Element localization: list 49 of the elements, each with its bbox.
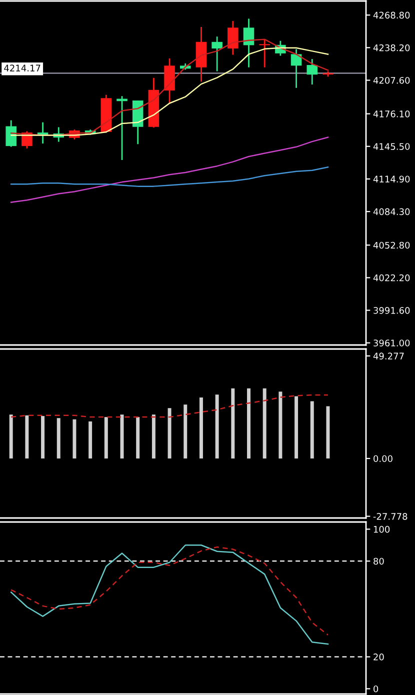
bar xyxy=(247,388,250,458)
bar xyxy=(262,388,266,458)
candlestick xyxy=(212,36,222,72)
candlestick xyxy=(290,48,302,89)
bar xyxy=(9,414,13,458)
bar xyxy=(231,388,235,458)
y-tick-label: 49.277 xyxy=(373,352,404,360)
candlestick xyxy=(243,18,254,68)
candlestick xyxy=(228,20,238,56)
bar xyxy=(168,408,172,458)
y-tick-label: 3961.00 xyxy=(374,340,410,346)
y-tick-label: 100 xyxy=(374,526,390,533)
bar xyxy=(326,406,330,458)
bar xyxy=(56,418,60,458)
bar xyxy=(104,417,108,458)
bar xyxy=(199,397,203,458)
y-tick-label: 4207.60 xyxy=(373,76,410,84)
ref-line-label: 4214.17 xyxy=(4,64,40,72)
y-tick-label: 4176.10 xyxy=(373,110,410,118)
y-tick-label: 80 xyxy=(374,558,384,565)
y-tick-label: -27.778 xyxy=(373,513,408,520)
bar xyxy=(72,419,76,458)
y-tick-label: 4114.90 xyxy=(373,176,410,183)
line-series xyxy=(10,166,329,187)
line-series xyxy=(10,394,329,418)
bar xyxy=(215,394,219,458)
bar xyxy=(184,404,188,458)
y-tick-label: 0.00 xyxy=(374,455,392,462)
y-tick-label: 20 xyxy=(374,654,384,660)
bar xyxy=(294,396,298,458)
y-tick-label: 4145.50 xyxy=(373,143,410,150)
y-tick-label: 4052.80 xyxy=(373,242,410,249)
y-tick-label: 4084.30 xyxy=(373,208,410,216)
y-tick-label: 3991.60 xyxy=(374,307,410,314)
bar xyxy=(136,417,140,458)
bar xyxy=(41,416,45,458)
candlestick xyxy=(259,38,270,68)
candlestick xyxy=(6,120,16,148)
candlestick xyxy=(306,58,318,86)
y-tick-label: 0 xyxy=(374,685,378,692)
y-tick-label: 4238.20 xyxy=(373,44,410,52)
bar xyxy=(152,414,156,458)
bar xyxy=(88,421,92,458)
y-tick-label: 4022.20 xyxy=(373,274,410,282)
bar xyxy=(278,392,282,458)
bar xyxy=(310,401,314,458)
y-tick-label: 4268.80 xyxy=(373,12,410,19)
line-series xyxy=(10,136,329,203)
bar xyxy=(25,415,29,458)
